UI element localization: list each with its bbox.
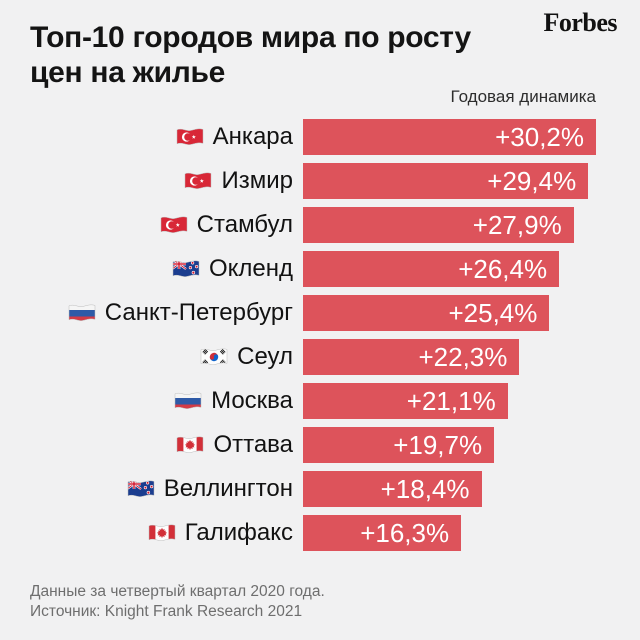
city-name: Веллингтон — [163, 475, 293, 502]
flag-turkey-icon — [184, 171, 212, 191]
row-label: Санкт-Петербург — [0, 299, 303, 327]
row-label: Оттава — [0, 431, 303, 459]
bar: +29,4% — [303, 163, 589, 199]
bar-value-label: +25,4% — [448, 297, 538, 328]
chart-row: Анкара +30,2% — [0, 119, 640, 155]
footnote-source: Источник: Knight Frank Research 2021 — [30, 603, 303, 620]
bar-value-label: +18,4% — [380, 473, 470, 504]
bar-value-label: +19,7% — [393, 429, 483, 460]
bar: +22,3% — [303, 339, 520, 375]
city-name: Санкт-Петербург — [104, 299, 293, 326]
city-name: Окленд — [208, 255, 293, 282]
bar-value-label: +21,1% — [406, 385, 496, 416]
city-name: Анкара — [212, 123, 293, 150]
bar: +27,9% — [303, 207, 574, 243]
bar: +26,4% — [303, 251, 560, 287]
flag-new-zealand-icon — [172, 259, 200, 279]
chart-row: Измир +29,4% — [0, 163, 640, 199]
city-name: Измир — [221, 167, 293, 194]
bar: +30,2% — [303, 119, 596, 155]
row-label: Измир — [0, 167, 303, 195]
bar-value-label: +26,4% — [458, 253, 548, 284]
chart-row: Сеул +22,3% — [0, 339, 640, 375]
chart-row: Окленд +26,4% — [0, 251, 640, 287]
bar-value-label: +16,3% — [360, 517, 450, 548]
bar: +25,4% — [303, 295, 550, 331]
bar: +16,3% — [303, 515, 462, 551]
row-label: Галифакс — [0, 519, 303, 547]
page-title: Топ-10 городов мира по росту цен на жиль… — [30, 20, 530, 90]
flag-canada-icon — [148, 523, 176, 543]
row-label: Анкара — [0, 123, 303, 151]
chart-row: Веллингтон +18,4% — [0, 471, 640, 507]
row-label: Сеул — [0, 343, 303, 371]
footnote-period: Данные за четвертый квартал 2020 года. — [30, 583, 325, 600]
bar: +21,1% — [303, 383, 508, 419]
chart-row: Оттава +19,7% — [0, 427, 640, 463]
row-label: Стамбул — [0, 211, 303, 239]
chart-row: Москва +21,1% — [0, 383, 640, 419]
chart-row: Галифакс +16,3% — [0, 515, 640, 551]
row-label: Окленд — [0, 255, 303, 283]
flag-south-korea-icon — [200, 347, 228, 367]
bar: +19,7% — [303, 427, 495, 463]
bar: +18,4% — [303, 471, 482, 507]
row-label: Веллингтон — [0, 475, 303, 503]
city-name: Стамбул — [196, 211, 293, 238]
page-title-line1: Топ-10 городов мира по росту — [30, 21, 471, 54]
page-title-line2: цен на жилье — [30, 56, 226, 89]
flag-turkey-icon — [160, 215, 188, 235]
chart-row: Стамбул +27,9% — [0, 207, 640, 243]
city-name: Сеул — [237, 343, 293, 370]
city-name: Галифакс — [184, 519, 293, 546]
forbes-logo: Forbes — [543, 8, 617, 37]
footnote: Данные за четвертый квартал 2020 года. И… — [30, 582, 325, 622]
flag-russia-icon — [68, 303, 96, 323]
flag-russia-icon — [174, 391, 202, 411]
bar-chart: Анкара +30,2% Измир +29,4% Стамб — [0, 119, 640, 559]
bar-value-label: +27,9% — [472, 209, 562, 240]
city-name: Оттава — [213, 431, 293, 458]
bar-value-label: +30,2% — [495, 121, 584, 152]
flag-new-zealand-icon — [127, 479, 155, 499]
row-label: Москва — [0, 387, 303, 415]
city-name: Москва — [211, 387, 293, 414]
flag-canada-icon — [176, 435, 204, 455]
bar-value-label: +29,4% — [487, 165, 577, 196]
flag-turkey-icon — [176, 127, 204, 147]
axis-label: Годовая динамика — [450, 87, 596, 106]
bar-value-label: +22,3% — [418, 341, 508, 372]
chart-row: Санкт-Петербург +25,4% — [0, 295, 640, 331]
